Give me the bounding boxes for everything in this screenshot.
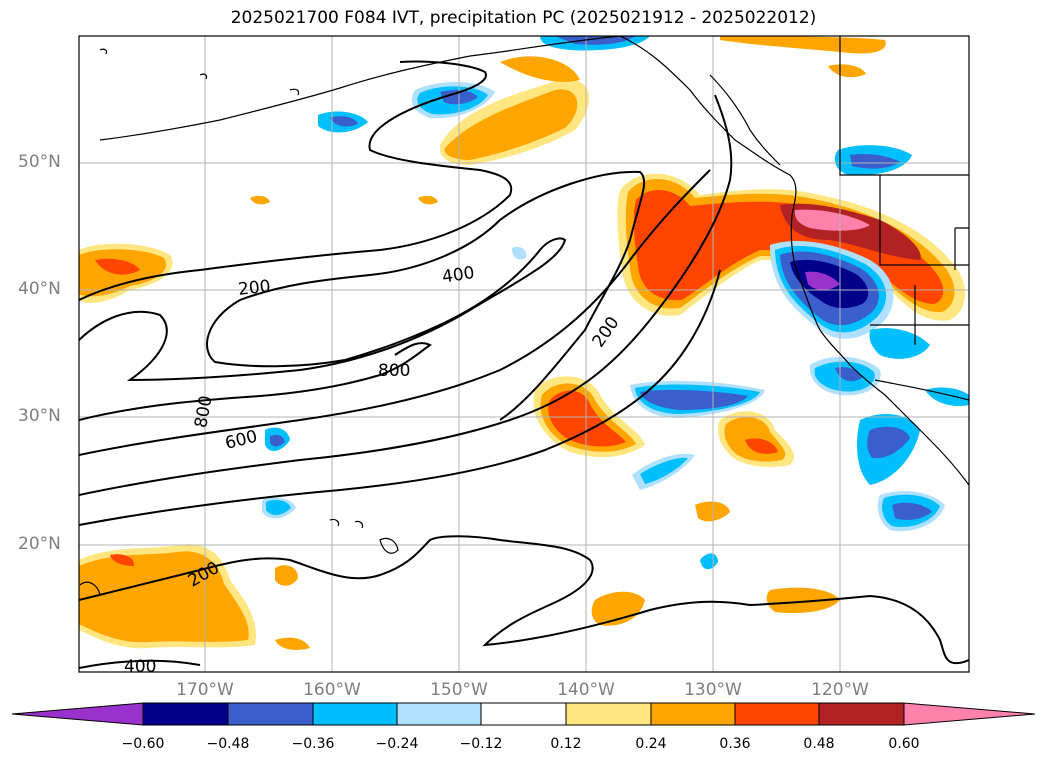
colorbar-tick-label: 0.36	[719, 736, 751, 752]
colorbar-tick-label: −0.12	[459, 736, 503, 752]
pos-region	[418, 195, 438, 205]
neg-region	[892, 502, 932, 520]
neg-region	[867, 426, 910, 459]
colorbar-tick-label: 0.48	[803, 736, 835, 752]
colorbar-segment	[903, 702, 1036, 726]
pos-region	[250, 195, 270, 205]
colorbar-segment	[142, 702, 229, 726]
colorbar-tick-label: 0.24	[635, 736, 667, 752]
contour-label: 400	[441, 263, 476, 287]
contour-label: 800	[378, 361, 410, 381]
precip-fill-layer	[79, 36, 969, 650]
neg-region	[850, 153, 900, 169]
neg-region	[640, 457, 688, 484]
neg-region	[270, 434, 285, 447]
colorbar-segment	[312, 702, 398, 726]
ivt-contours	[79, 60, 969, 669]
contour-label: 400	[124, 657, 156, 677]
colorbar-tick-label: 0.12	[550, 736, 582, 752]
pos-region	[745, 438, 778, 454]
lat-tick-label: 50°N	[18, 152, 61, 172]
neg-region	[330, 116, 358, 127]
lon-tick-label: 120°W	[811, 680, 869, 700]
lat-tick-label: 40°N	[18, 279, 61, 299]
colorbar	[11, 702, 1036, 726]
lon-tick-label: 150°W	[430, 680, 488, 700]
colorbar-segment	[734, 702, 820, 726]
colorbar-segment	[480, 702, 567, 726]
lon-tick-label: 140°W	[557, 680, 615, 700]
contour-label-group: 200 400 800 800 600 200 200 400	[124, 263, 624, 677]
colorbar-segment	[565, 702, 652, 726]
coastline-lines	[79, 36, 969, 596]
pos-region	[548, 390, 626, 447]
neg-region	[266, 500, 291, 516]
lon-tick-label: 170°W	[176, 680, 234, 700]
colorbar-tick-label: −0.24	[375, 736, 419, 752]
pos-region	[110, 554, 135, 566]
colorbar-segment	[11, 702, 144, 726]
lon-tick-label: 160°W	[303, 680, 361, 700]
neg-region	[512, 246, 527, 260]
pos-region	[79, 551, 249, 643]
colorbar-segment	[818, 702, 905, 726]
colorbar-segment	[227, 702, 314, 726]
neg-region	[640, 389, 748, 410]
neg-region	[805, 271, 840, 290]
contour-label: 200	[237, 277, 271, 300]
colorbar-segment	[650, 702, 736, 726]
neg-region	[555, 36, 635, 45]
colorbar-tick-label: −0.60	[121, 736, 165, 752]
colorbar-tick-label: −0.36	[291, 736, 335, 752]
pos-region	[444, 89, 578, 160]
colorbar-tick-label: −0.48	[206, 736, 250, 752]
lat-tick-label: 30°N	[18, 406, 61, 426]
pos-region	[275, 637, 310, 650]
pos-region	[500, 56, 580, 82]
colorbar-tick-label: 0.60	[888, 736, 920, 752]
map-title: 2025021700 F084 IVT, precipitation PC (2…	[230, 8, 817, 28]
map-frame	[78, 35, 970, 673]
pos-region	[591, 591, 645, 626]
pos-region	[766, 587, 840, 614]
colorbar-segment	[396, 702, 482, 726]
lat-tick-label: 20°N	[18, 534, 61, 554]
lon-tick-label: 130°W	[684, 680, 742, 700]
pos-region	[794, 209, 870, 231]
pos-region	[95, 258, 140, 275]
pos-region	[275, 565, 298, 586]
pos-region	[720, 36, 886, 54]
pos-region	[828, 64, 866, 78]
